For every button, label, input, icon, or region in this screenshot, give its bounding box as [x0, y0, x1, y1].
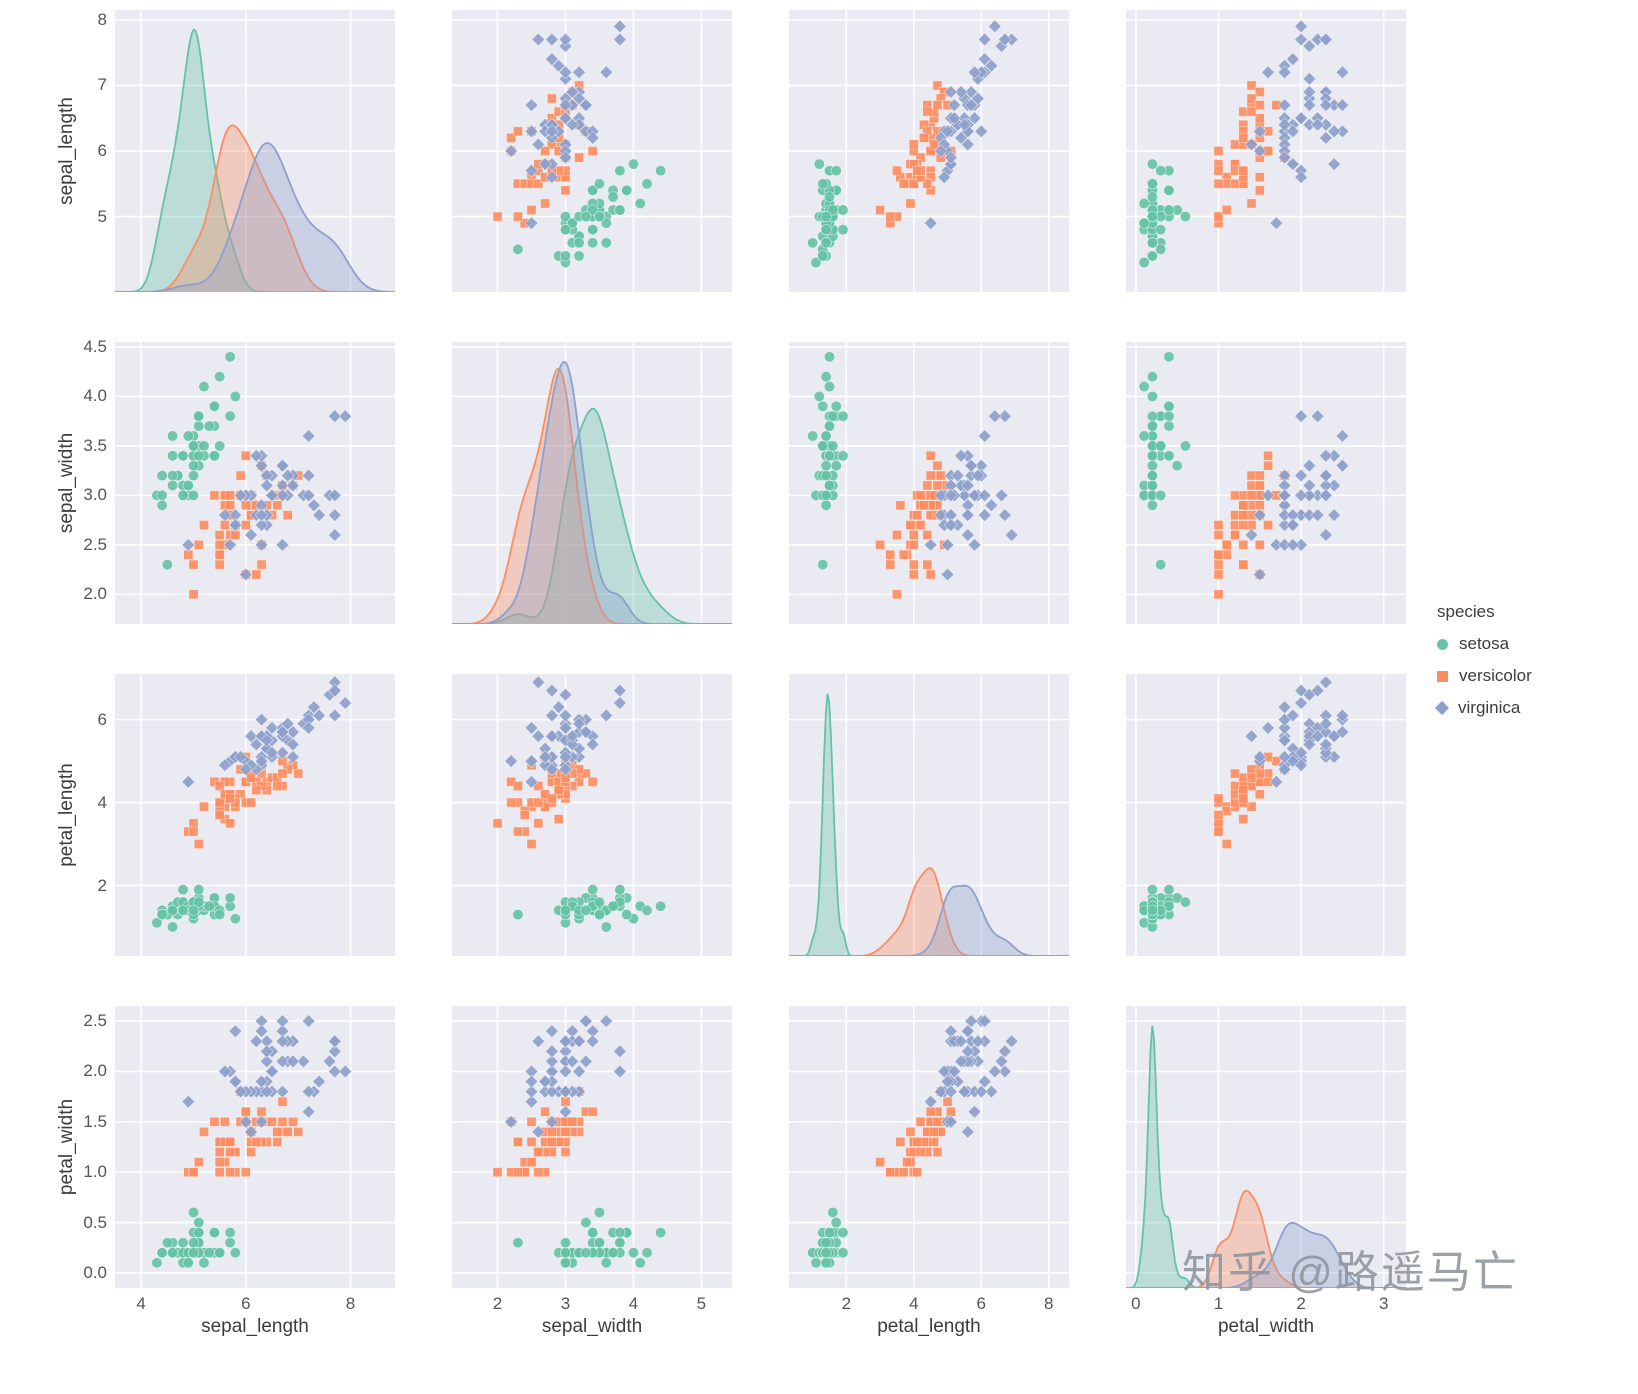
x-axis-label-sepal-length: sepal_length [201, 1316, 309, 1337]
y-tick-label: 1.5 [83, 1111, 107, 1131]
x-tick-label: 8 [1044, 1294, 1054, 1313]
scatter-subplot-petal_length-vs-sepal_length [115, 674, 395, 956]
scatter-subplot-petal_length-vs-petal_width [1126, 674, 1406, 956]
legend-label-virginica: virginica [1458, 698, 1521, 717]
x-tick-label: 8 [345, 1294, 356, 1313]
y-axis-label-petal-width: petal_width [56, 1098, 77, 1196]
scatter-subplot-sepal_width-vs-petal_width [1126, 342, 1406, 624]
legend-entry-setosa: setosa [1437, 634, 1532, 654]
x-tick-label: 3 [1378, 1294, 1389, 1313]
y-tick-label: 0.0 [83, 1262, 107, 1282]
y-tick-label: 4.5 [83, 336, 107, 356]
y-tick-label: 0.5 [83, 1212, 107, 1232]
kde-subplot-petal_width [1126, 1006, 1406, 1288]
scatter-subplot-sepal_length-vs-sepal_width [452, 10, 732, 292]
x-tick-label: 4 [909, 1294, 919, 1313]
y-tick-label: 2.0 [83, 1061, 107, 1081]
y-tick-label: 2.5 [83, 1011, 107, 1031]
scatter-subplot-petal_width-vs-petal_length [789, 1006, 1069, 1288]
legend-entry-virginica: virginica [1434, 698, 1532, 718]
y-tick-label: 5 [97, 206, 107, 226]
y-tick-label: 8 [97, 9, 107, 29]
x-tick-label: 6 [976, 1294, 987, 1313]
y-tick-label: 3.5 [83, 435, 107, 455]
y-tick-label: 3.0 [83, 485, 107, 505]
scatter-subplot-sepal_width-vs-petal_length [789, 342, 1069, 624]
versicolor-square-marker-icon [1437, 670, 1448, 682]
scatter-subplot-petal_width-vs-sepal_length [115, 1006, 395, 1288]
y-tick-label: 4.0 [83, 386, 107, 406]
x-axis-label-petal-length: petal_length [877, 1316, 981, 1337]
legend-label-setosa: setosa [1459, 634, 1510, 653]
x-tick-label: 3 [560, 1294, 571, 1313]
x-axis-label-sepal-width: sepal_width [541, 1316, 643, 1337]
x-tick-label: 1 [1213, 1294, 1224, 1313]
scatter-subplot-sepal_width-vs-sepal_length [115, 342, 395, 624]
x-tick-label: 2 [492, 1294, 503, 1313]
watermark-text: 知乎 @路遥马亡 [1182, 1248, 1519, 1297]
x-tick-label: 0 [1131, 1294, 1141, 1313]
kde-subplot-petal_length [789, 674, 1069, 956]
legend-title: species [1437, 602, 1495, 621]
virginica-diamond-marker-icon [1434, 700, 1450, 716]
y-tick-label: 1.0 [83, 1162, 107, 1182]
x-tick-label: 6 [241, 1294, 251, 1313]
y-tick-label: 2.0 [83, 584, 107, 604]
y-tick-label: 2 [97, 875, 107, 895]
legend-entry-versicolor: versicolor [1437, 666, 1532, 686]
legend-label-versicolor: versicolor [1459, 666, 1532, 685]
scatter-subplot-sepal_length-vs-petal_length [789, 10, 1069, 292]
y-axis-label-sepal-width: sepal_width [56, 432, 77, 534]
kde-subplot-sepal_width [452, 342, 732, 624]
y-tick-label: 6 [97, 141, 107, 160]
scatter-subplot-petal_width-vs-sepal_width [452, 1006, 732, 1288]
y-tick-label: 2.5 [83, 534, 107, 554]
scatter-subplot-petal_length-vs-sepal_width [452, 674, 732, 956]
x-tick-label: 2 [1296, 1294, 1306, 1313]
legend: species setosa versicolor virginica [1434, 602, 1532, 730]
x-tick-label: 5 [696, 1294, 707, 1313]
y-tick-label: 6 [97, 709, 107, 729]
x-tick-label: 2 [841, 1294, 852, 1313]
y-tick-label: 7 [97, 75, 107, 95]
x-tick-label: 4 [628, 1294, 639, 1313]
kde-subplot-sepal_length [115, 10, 395, 292]
y-tick-label: 4 [97, 792, 107, 812]
setosa-circle-marker-icon [1437, 638, 1448, 650]
x-axis-label-petal-width: petal_width [1217, 1316, 1315, 1337]
scatter-subplot-sepal_length-vs-petal_width [1126, 10, 1406, 292]
x-tick-label: 4 [136, 1294, 146, 1313]
